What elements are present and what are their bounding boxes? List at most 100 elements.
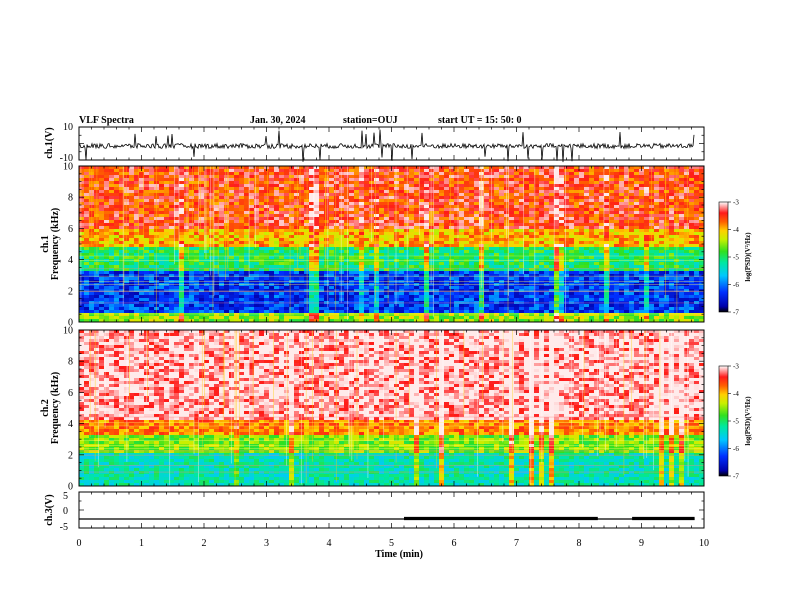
spectrogram-cell [329, 190, 335, 194]
spectrogram-cell [629, 265, 635, 269]
spectrogram-cell [374, 172, 380, 176]
spectrogram-cell [264, 217, 270, 221]
spectrogram-cell [664, 268, 670, 272]
spectrogram-cell [584, 211, 590, 215]
spectrogram-cell [199, 169, 205, 173]
spectrogram-cell [129, 181, 135, 185]
spectrogram-cell [654, 193, 660, 197]
spectrogram-cell [274, 172, 280, 176]
spectrogram-cell [564, 265, 570, 269]
spectrogram-cell [239, 178, 245, 182]
spectrogram-cell [459, 193, 465, 197]
spectrogram-cell [644, 262, 650, 266]
spectrogram-cell [629, 229, 635, 233]
spectrogram-cell [409, 175, 415, 179]
spectrogram-cell [284, 274, 290, 278]
spectrogram-cell [404, 172, 410, 176]
spectrogram-cell [274, 223, 280, 227]
spectrogram-cell [634, 166, 640, 170]
spectrogram-cell [589, 238, 595, 242]
spectrogram-cell [394, 214, 400, 218]
spectrogram-cell [274, 190, 280, 194]
spectrogram-cell [79, 268, 85, 272]
spectrogram-cell [539, 178, 545, 182]
spectrogram-cell [269, 274, 275, 278]
spectrogram-cell [139, 196, 145, 200]
spectrogram-cell [594, 265, 600, 269]
spectrogram-cell [444, 262, 450, 266]
spectrogram-cell [449, 172, 455, 176]
spectrogram-cell [519, 187, 525, 191]
spectrogram-cell [619, 268, 625, 272]
spectrogram-cell [249, 166, 255, 170]
spectrogram-cell [539, 217, 545, 221]
spectrogram-cell [249, 208, 255, 212]
spectrogram-cell [349, 208, 355, 212]
spectrogram-cell [574, 217, 580, 221]
spectrogram-cell [424, 274, 430, 278]
spectrogram-cell [554, 178, 560, 182]
spectrogram-cell [349, 247, 355, 251]
spectrogram-cell [489, 241, 495, 245]
spectrogram-cell [309, 238, 315, 242]
spectrogram-cell [384, 172, 390, 176]
spectrogram-cell [109, 220, 115, 224]
spectrogram-cell [524, 211, 530, 215]
spectrogram-cell [124, 271, 130, 275]
spectrogram-cell [229, 253, 235, 257]
spectrogram-cell [469, 208, 475, 212]
spectrogram-cell [259, 214, 265, 218]
spectrogram-cell [314, 187, 320, 191]
spectrogram-cell [424, 205, 430, 209]
spectrogram-cell [484, 211, 490, 215]
spectrogram-cell [414, 169, 420, 173]
spectrogram-cell [154, 181, 160, 185]
spectrogram-cell [259, 187, 265, 191]
spectrogram-cell [354, 220, 360, 224]
spectrogram-cell [269, 277, 275, 281]
spectrogram-cell [169, 205, 175, 209]
spectrogram-cell [534, 241, 540, 245]
spectrogram-cell [294, 223, 300, 227]
spectrogram-cell [189, 274, 195, 278]
spectrogram-cell [189, 271, 195, 275]
spectrogram-cell [584, 268, 590, 272]
spectrogram-cell [154, 244, 160, 248]
spectrogram-cell [499, 217, 505, 221]
spectrogram-cell [304, 190, 310, 194]
spectrogram-cell [564, 271, 570, 275]
spectrogram-cell [529, 253, 535, 257]
spectrogram-cell [184, 247, 190, 251]
spectrogram-cell [129, 184, 135, 188]
spectrogram-cell [474, 253, 480, 257]
spectrogram-cell [399, 187, 405, 191]
spectrogram-cell [279, 190, 285, 194]
spectrogram-cell [529, 190, 535, 194]
spectrogram-cell [164, 241, 170, 245]
spectrogram-cell [284, 196, 290, 200]
spectrogram-cell [79, 238, 85, 242]
spectrogram-cell [504, 244, 510, 248]
spectrogram-cell [369, 271, 375, 275]
spectrogram-cell [444, 226, 450, 230]
spectrogram-cell [334, 169, 340, 173]
spectrogram-cell [424, 187, 430, 191]
spectrogram-cell [304, 244, 310, 248]
spectrogram-cell [604, 184, 610, 188]
spectrogram-cell [354, 253, 360, 257]
spectrogram-cell [239, 202, 245, 206]
spectrogram-cell [514, 235, 520, 239]
spectrogram-cell [154, 205, 160, 209]
spectrogram-cell [544, 232, 550, 236]
spectrogram-cell [224, 199, 230, 203]
spectrogram-cell [84, 166, 90, 170]
station-label: station=OUJ [343, 115, 398, 126]
spectrogram-cell [569, 226, 575, 230]
spectrogram-cell [574, 229, 580, 233]
spectrogram-cell [689, 220, 695, 224]
spectrogram-cell [629, 211, 635, 215]
spectrogram-cell [364, 208, 370, 212]
spectrogram-cell [279, 277, 285, 281]
spectrogram-cell [364, 253, 370, 257]
spectrogram-cell [429, 235, 435, 239]
